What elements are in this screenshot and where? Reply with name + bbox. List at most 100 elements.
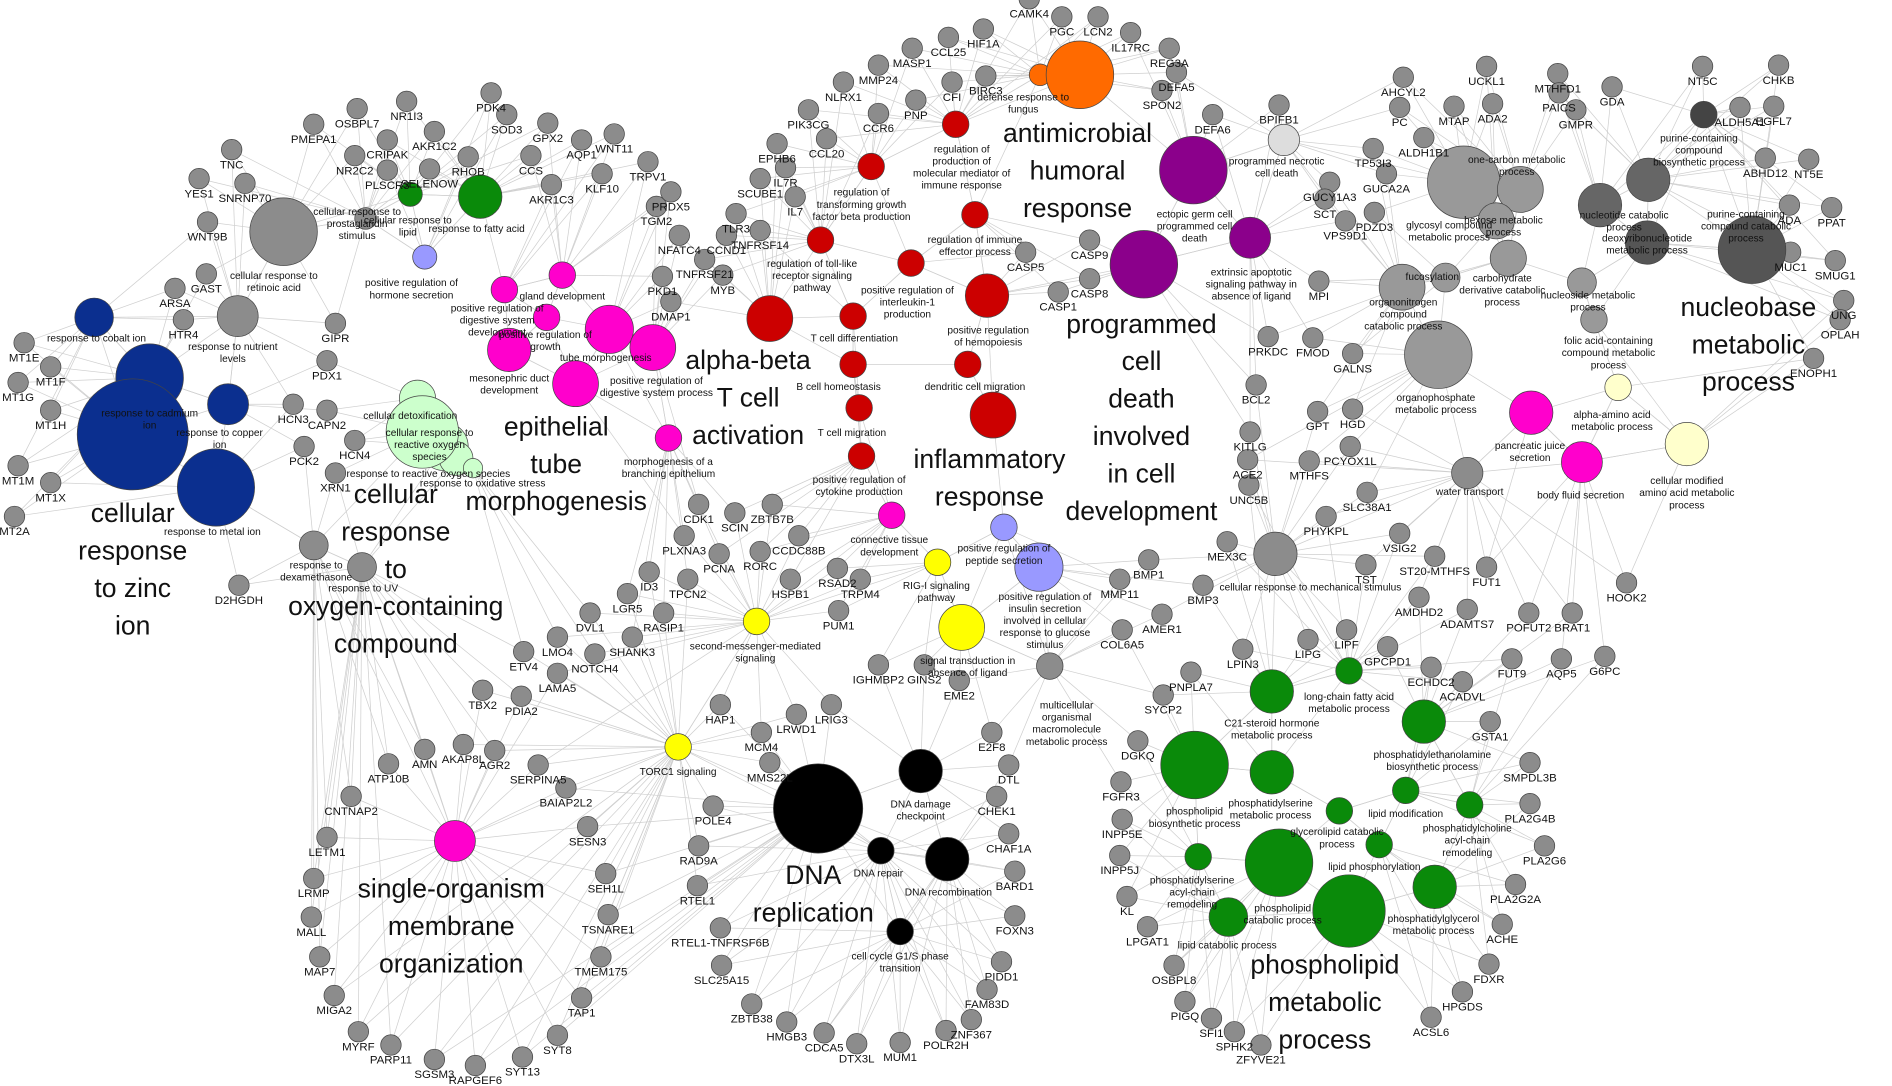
cluster-caption: response — [341, 516, 450, 546]
gene-node — [579, 602, 601, 624]
gene-node — [316, 826, 338, 849]
edge — [1571, 462, 1583, 614]
cluster-caption: inflammatory — [914, 444, 1067, 474]
gene-label: SPON2 — [1143, 100, 1182, 112]
gene-label: TLR3 — [722, 223, 750, 235]
term-label: process — [1728, 234, 1763, 245]
edge — [313, 545, 352, 797]
edge — [1197, 856, 1212, 1019]
edge — [1469, 804, 1545, 847]
gene-label: SYCP2 — [1144, 705, 1182, 717]
term-label: metabolic process — [1308, 704, 1390, 715]
edge — [955, 74, 1041, 125]
edge — [319, 840, 456, 958]
term-node — [1335, 657, 1363, 685]
gene-node — [577, 815, 599, 838]
gene-node — [779, 568, 801, 590]
term-label: transforming growth — [817, 200, 906, 211]
edge — [1271, 553, 1276, 692]
gene-label: UNG — [1831, 310, 1857, 322]
gene-label: BIRC3 — [969, 86, 1003, 98]
gene-label: GUCY1A3 — [1303, 192, 1356, 204]
term-label: organonitrogen — [1369, 298, 1437, 309]
edge — [786, 850, 882, 1023]
edge — [899, 870, 1015, 932]
edge — [1378, 844, 1463, 993]
term-node — [898, 748, 943, 794]
edge — [562, 206, 657, 276]
edge — [1173, 856, 1199, 966]
gene-node — [1829, 309, 1851, 331]
edge — [1275, 553, 1350, 672]
gene-label: GMPR — [1559, 120, 1593, 132]
cluster-caption: in cell — [1108, 458, 1176, 488]
edge — [1348, 597, 1420, 672]
gene-label: ADA2 — [1478, 114, 1508, 126]
edge — [454, 690, 484, 842]
term-label: cellular modified — [1650, 476, 1723, 487]
gene-label: TRPV1 — [630, 171, 667, 183]
edge — [683, 535, 757, 622]
edge — [1648, 158, 1809, 181]
edge — [756, 535, 800, 622]
term-label: prostaglandin — [327, 219, 388, 230]
edge — [776, 143, 872, 167]
gene-label: MASP1 — [893, 58, 932, 70]
gene-label: MUM1 — [883, 1052, 917, 1064]
gene-node — [1594, 645, 1616, 668]
edge — [1646, 114, 1705, 243]
gene-node — [1475, 55, 1498, 77]
gene-label: POLE4 — [695, 816, 733, 828]
edge — [704, 239, 821, 260]
term-label: compound catabolic — [1701, 222, 1791, 233]
term-node — [397, 181, 423, 207]
edge — [1469, 656, 1606, 806]
term-node — [1208, 897, 1249, 937]
edge — [648, 571, 679, 747]
gene-label: LRIG3 — [815, 714, 848, 726]
cluster-caption: replication — [753, 898, 874, 928]
gene-node — [998, 754, 1020, 776]
gene-label: SGSM3 — [414, 1069, 454, 1081]
term-label: growth — [530, 342, 560, 353]
cluster-node — [969, 391, 1017, 439]
edge — [310, 567, 363, 918]
edge — [751, 931, 901, 1005]
edge — [698, 504, 757, 622]
gene-node — [645, 195, 668, 217]
edge — [945, 859, 948, 1031]
gene-label: AMDHD2 — [1395, 607, 1443, 619]
term-label: cellular response to mechanical stimulus — [1220, 582, 1402, 593]
edge — [1184, 856, 1199, 1002]
edge — [870, 81, 953, 167]
edge — [1648, 179, 1832, 208]
gene-label: MUC1 — [1774, 262, 1806, 274]
edge — [365, 139, 388, 219]
term-node — [1036, 652, 1064, 680]
gene-node — [423, 120, 446, 143]
term-node — [847, 442, 876, 470]
term-node — [1624, 220, 1670, 265]
gene-node — [1200, 1007, 1223, 1030]
term-label: positive regulation of — [451, 304, 544, 315]
term-node — [487, 327, 532, 373]
term-label: programmed necrotic — [1229, 156, 1325, 167]
gene-node — [1456, 598, 1478, 620]
edge — [1283, 76, 1404, 141]
gene-node — [546, 662, 569, 684]
edge — [361, 566, 483, 691]
term-label: hormone secretion — [370, 290, 454, 301]
gene-label: NR2C2 — [336, 165, 374, 177]
term-label: effector process — [939, 247, 1011, 258]
edge — [472, 468, 558, 638]
gene-label: WNT11 — [595, 144, 633, 156]
cluster-caption: programmed — [1066, 309, 1216, 339]
edge — [1561, 462, 1583, 659]
cluster-caption: oxygen-containing — [288, 591, 503, 621]
gene-label: AQP5 — [1546, 669, 1577, 681]
term-label: metabolic process — [1408, 232, 1490, 243]
gene-label: LGR5 — [612, 603, 642, 615]
gene-label: LCN2 — [1083, 27, 1112, 39]
term-label: regulation of — [934, 144, 990, 155]
